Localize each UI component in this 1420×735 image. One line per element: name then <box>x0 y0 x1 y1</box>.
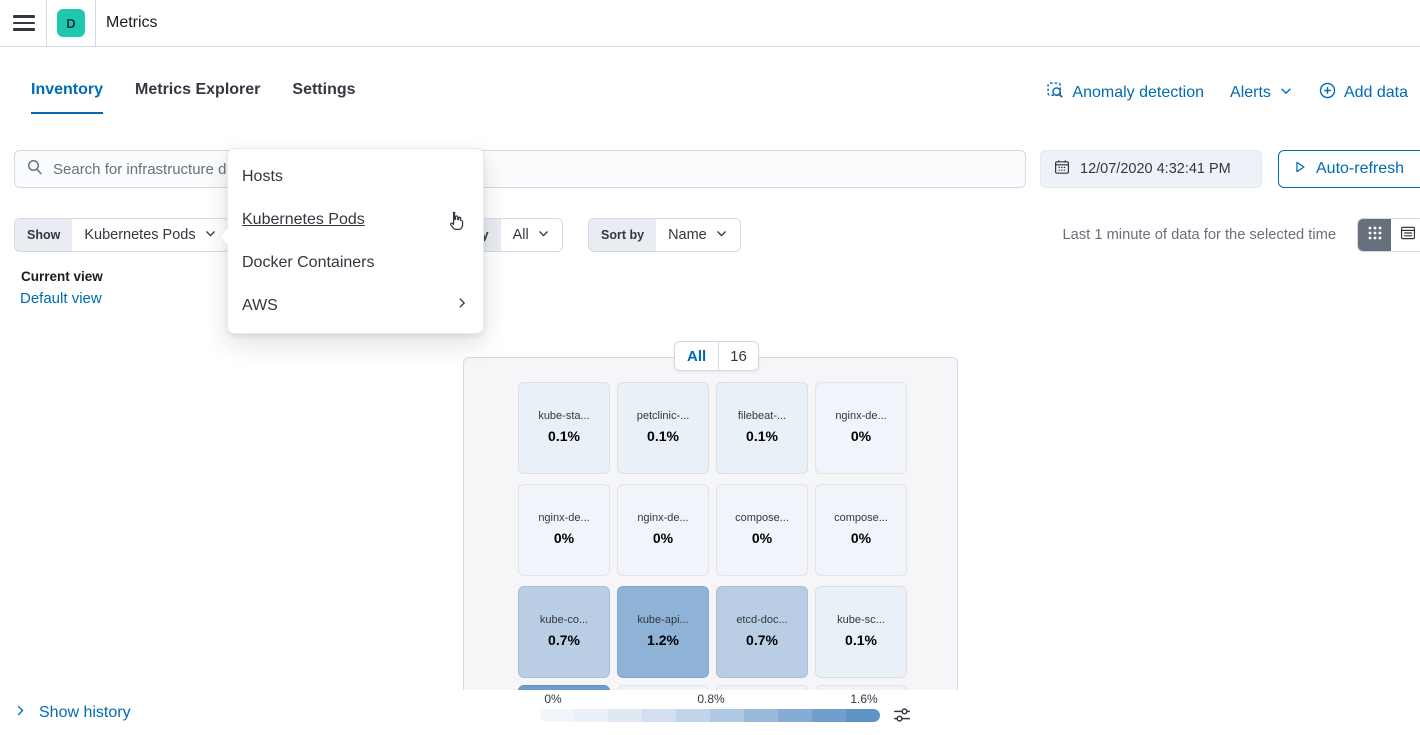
menu-item-docker-containers[interactable]: Docker Containers <box>242 253 375 271</box>
tab-metrics-explorer[interactable]: Metrics Explorer <box>135 81 261 98</box>
show-filter-value[interactable]: Kubernetes Pods <box>72 219 229 251</box>
menu-icon[interactable] <box>13 13 35 33</box>
divider <box>46 0 47 46</box>
hand-cursor-icon <box>446 210 466 237</box>
pod-tile-partial[interactable] <box>518 685 610 690</box>
group-badge-all-button[interactable]: All <box>687 347 707 365</box>
show-history-link[interactable]: Show history <box>14 704 131 722</box>
top-bar: D Metrics <box>0 0 1420 47</box>
space-avatar[interactable]: D <box>57 9 85 37</box>
pod-tile[interactable]: kube-sc... 0.1% <box>815 586 907 678</box>
table-icon <box>1400 225 1416 246</box>
pod-tile[interactable]: nginx-de... 0% <box>815 382 907 474</box>
menu-item-kubernetes-pods[interactable]: Kubernetes Pods <box>242 210 365 228</box>
show-dropdown-menu: Hosts Kubernetes Pods Docker Containers … <box>218 148 484 334</box>
plus-circle-icon <box>1319 82 1336 104</box>
pod-tile[interactable]: petclinic-... 0.1% <box>617 382 709 474</box>
map-view-button[interactable] <box>1358 219 1391 251</box>
auto-refresh-button[interactable]: Auto-refresh <box>1278 150 1420 188</box>
anomaly-detection-icon <box>1047 82 1064 104</box>
pod-tile[interactable]: compose... 0% <box>716 484 808 576</box>
legend-options-button[interactable] <box>893 706 911 729</box>
calendar-icon <box>1054 159 1070 179</box>
search-icon <box>27 159 43 180</box>
chevron-down-icon <box>715 227 728 244</box>
chevron-right-icon <box>455 296 469 315</box>
show-filter-label: Show <box>15 219 73 251</box>
pod-tile[interactable]: kube-api... 1.2% <box>617 586 709 678</box>
group-badge-count: 16 <box>730 347 747 365</box>
sort-by-filter-value[interactable]: Name <box>656 219 740 251</box>
pod-tile-partial[interactable] <box>815 685 907 690</box>
chevron-down-icon <box>537 227 550 244</box>
pod-tile[interactable]: nginx-de... 0% <box>518 484 610 576</box>
pod-tile[interactable]: etcd-doc... 0.7% <box>716 586 808 678</box>
page-title: Metrics <box>106 14 158 31</box>
search-bar <box>14 150 1026 188</box>
legend-tick: 1.6% <box>850 692 878 706</box>
chevron-right-icon <box>14 704 27 722</box>
table-view-button[interactable] <box>1391 219 1420 251</box>
legend-tick: 0% <box>544 692 562 706</box>
header-actions: Anomaly detection Alerts Add data <box>1047 82 1408 104</box>
default-view-link[interactable]: Default view <box>20 290 102 307</box>
menu-item-aws[interactable]: AWS <box>228 284 483 327</box>
divider <box>95 0 96 46</box>
sort-by-filter-label: Sort by <box>589 219 657 251</box>
add-data-link[interactable]: Add data <box>1319 82 1408 104</box>
pod-tile[interactable]: compose... 0% <box>815 484 907 576</box>
grid-dots-icon <box>1367 225 1383 246</box>
pod-tile-partial[interactable] <box>617 685 709 690</box>
group-badge: All 16 <box>674 341 759 371</box>
show-filter: Show Kubernetes Pods <box>14 218 230 252</box>
chevron-down-icon <box>204 227 217 244</box>
date-picker-value: 12/07/2020 4:32:41 PM <box>1080 161 1231 177</box>
tab-bar: Inventory Metrics Explorer Settings <box>31 81 356 114</box>
pod-tile[interactable]: nginx-de... 0% <box>617 484 709 576</box>
alerts-dropdown[interactable]: Alerts <box>1230 84 1293 103</box>
anomaly-detection-link[interactable]: Anomaly detection <box>1047 82 1204 104</box>
view-toggle <box>1357 218 1420 252</box>
data-range-note: Last 1 minute of data for the selected t… <box>1062 227 1336 243</box>
date-picker-button[interactable]: 12/07/2020 4:32:41 PM <box>1040 150 1262 188</box>
group-by-filter-value[interactable]: All <box>500 219 562 251</box>
current-view-label: Current view <box>21 269 103 284</box>
search-input[interactable] <box>53 160 1013 178</box>
divider <box>718 342 720 370</box>
play-icon <box>1293 160 1307 179</box>
pod-tile-partial[interactable] <box>716 685 808 690</box>
pod-tile[interactable]: filebeat-... 0.1% <box>716 382 808 474</box>
chevron-down-icon <box>1279 84 1293 103</box>
pod-tile[interactable]: kube-sta... 0.1% <box>518 382 610 474</box>
waffle-map-panel: kube-sta... 0.1% petclinic-... 0.1% filebe… <box>463 357 958 690</box>
pod-tile[interactable]: kube-co... 0.7% <box>518 586 610 678</box>
legend-tick: 0.8% <box>697 692 725 706</box>
tab-settings[interactable]: Settings <box>292 81 356 98</box>
menu-item-hosts[interactable]: Hosts <box>242 167 283 185</box>
legend-gradient-bar <box>540 709 880 722</box>
sort-by-filter: Sort by Name <box>588 218 741 252</box>
tab-inventory[interactable]: Inventory <box>31 81 104 114</box>
